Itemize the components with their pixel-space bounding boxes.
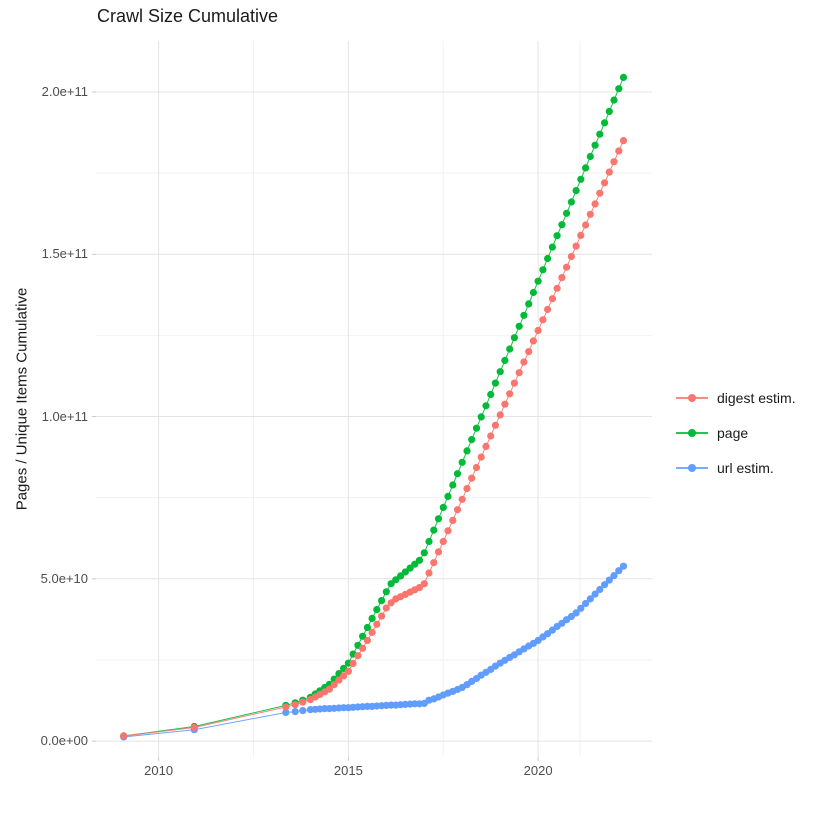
legend-key-dot xyxy=(688,463,696,472)
series-page xyxy=(120,73,628,740)
gridlines-minor xyxy=(96,41,652,757)
series-digest-estim- xyxy=(120,137,628,740)
chart-title: Crawl Size Cumulative xyxy=(97,6,279,26)
series-url-estim- xyxy=(120,562,628,741)
y-tick-label: 5.0e+10 xyxy=(40,570,88,586)
legend-key-dot xyxy=(688,428,696,437)
legend-item: digest estim. xyxy=(676,380,796,415)
legend-key-icon xyxy=(676,462,708,474)
legend: digest estim. page url estim. xyxy=(676,380,796,485)
legend-key-dot xyxy=(688,393,696,402)
legend-label: digest estim. xyxy=(717,389,796,406)
y-tick-label: 0.0e+00 xyxy=(40,733,88,749)
legend-label: page xyxy=(717,424,749,441)
legend-item: page xyxy=(676,415,796,450)
x-tick-label: 2015 xyxy=(333,763,363,778)
legend-key-icon xyxy=(676,392,708,404)
gridlines-major xyxy=(96,41,652,757)
legend-item: url estim. xyxy=(676,450,796,485)
legend-key-icon xyxy=(676,427,708,439)
y-axis-title: Pages / Unique Items Cumulative xyxy=(13,287,31,511)
axis-tick-marks xyxy=(92,91,539,761)
y-tick-label: 1.5e+11 xyxy=(41,246,88,262)
legend-label: url estim. xyxy=(717,459,774,476)
x-tick-label: 2020 xyxy=(523,763,553,778)
x-tick-label: 2010 xyxy=(144,763,174,778)
y-tick-label: 2.0e+11 xyxy=(41,83,88,99)
y-tick-label: 1.0e+11 xyxy=(41,408,88,424)
